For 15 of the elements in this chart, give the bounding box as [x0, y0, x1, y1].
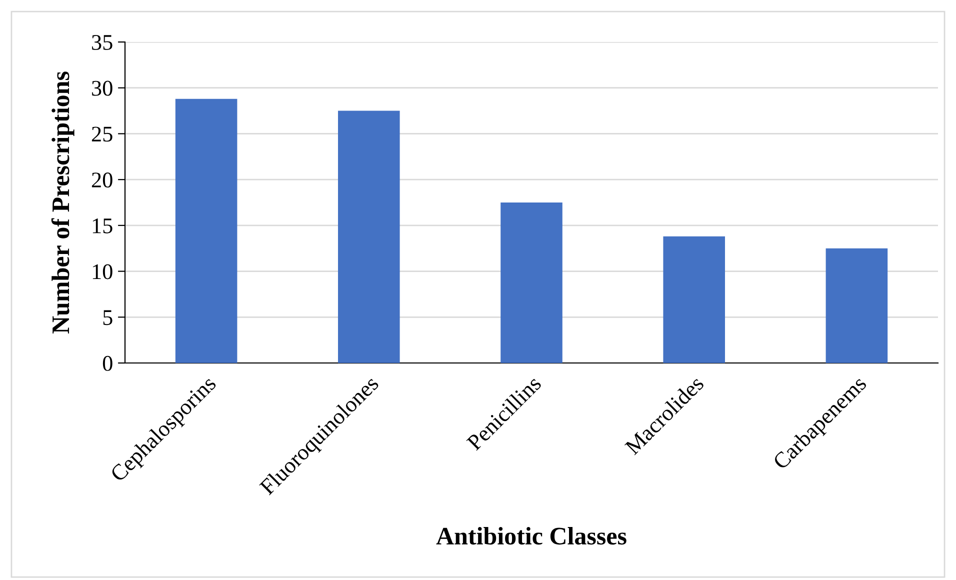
- y-tick-label: 5: [103, 310, 112, 326]
- y-tick-label: 25: [92, 126, 112, 142]
- bar: [175, 98, 238, 363]
- y-tick-label: 15: [92, 218, 112, 234]
- y-tick-label: 35: [92, 34, 112, 50]
- y-axis-title: Number of Prescriptions: [51, 72, 74, 334]
- bar: [663, 236, 725, 363]
- bar: [500, 202, 562, 363]
- bar: [338, 110, 400, 363]
- y-tick-label: 10: [92, 264, 112, 280]
- bar: [826, 248, 888, 363]
- y-tick-label: 0: [102, 356, 112, 371]
- y-tick-label: 20: [92, 172, 112, 188]
- x-axis-title: Antibiotic Classes: [436, 527, 626, 545]
- y-tick-label: 30: [92, 80, 112, 96]
